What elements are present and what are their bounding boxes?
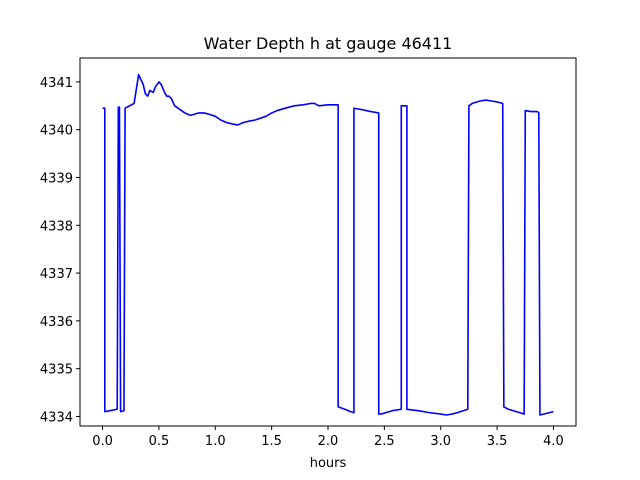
x-tick-label: 2.0 — [318, 434, 339, 449]
x-tick-label: 4.0 — [543, 434, 564, 449]
y-axis-ticks: 4334 4335 4336 4337 4338 4339 4340 4341 — [40, 76, 80, 425]
series-line-0 — [102, 73, 554, 416]
x-tick-label: 2.5 — [374, 434, 395, 449]
chart-title: Water Depth h at gauge 46411 — [204, 34, 453, 53]
plot-line-layer — [102, 73, 554, 416]
plot-frame — [79, 57, 577, 427]
y-tick-label: 4340 — [40, 124, 73, 139]
y-tick-label: 4338 — [40, 219, 73, 234]
x-tick-label: 1.0 — [205, 434, 226, 449]
y-tick-label: 4337 — [40, 267, 73, 282]
x-axis-ticks: 0.0 0.5 1.0 1.5 2.0 2.5 3.0 3.5 4.0 — [92, 426, 564, 449]
x-tick-label: 3.0 — [430, 434, 451, 449]
x-tick-label: 0.5 — [149, 434, 170, 449]
y-tick-label: 4335 — [40, 363, 73, 378]
y-tick-label: 4336 — [40, 315, 73, 330]
y-tick-label: 4334 — [40, 410, 73, 425]
y-tick-label: 4339 — [40, 171, 73, 186]
x-axis-label: hours — [310, 456, 347, 471]
x-tick-label: 0.0 — [92, 434, 113, 449]
x-tick-label: 1.5 — [261, 434, 282, 449]
y-tick-label: 4341 — [40, 76, 73, 91]
x-tick-label: 3.5 — [487, 434, 508, 449]
